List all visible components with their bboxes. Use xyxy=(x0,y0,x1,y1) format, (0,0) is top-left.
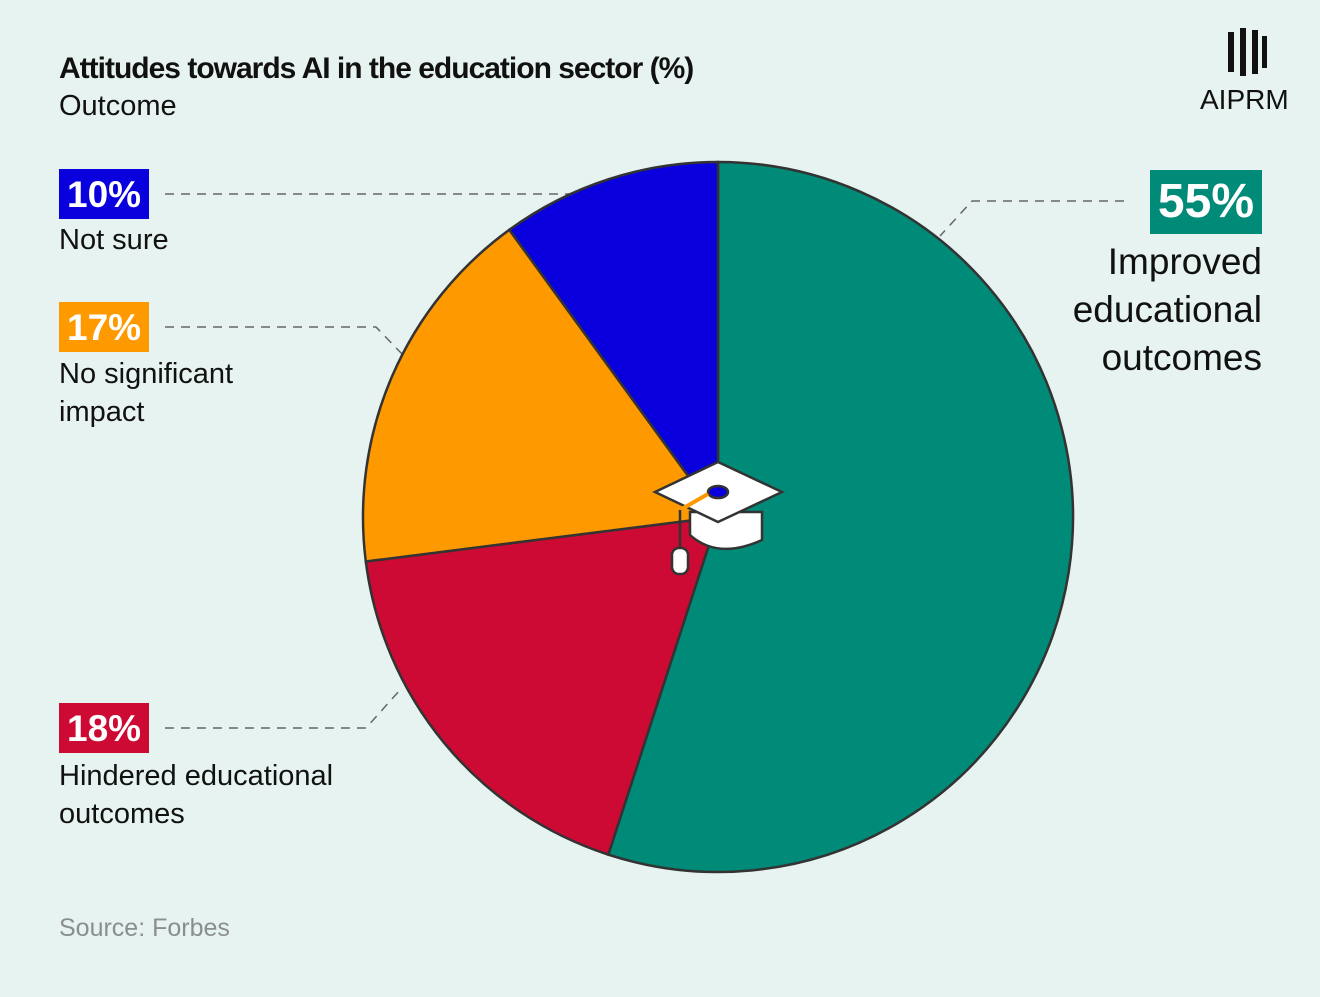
value-label: 18% xyxy=(59,703,150,753)
chart-title: Attitudes towards AI in the education se… xyxy=(59,52,694,85)
category-label: No significant impact xyxy=(59,358,234,428)
category-label: Improved educational outcomes xyxy=(1072,241,1262,379)
category-label: Not sure xyxy=(59,224,169,256)
logo-icon xyxy=(1228,28,1267,76)
value-label: 55% xyxy=(1149,170,1262,234)
category-label: Hindered educational outcomes xyxy=(59,760,334,830)
value-label: 17% xyxy=(59,302,150,352)
pie-slice xyxy=(361,228,721,563)
pie-slice xyxy=(507,160,720,521)
chart-subtitle: Outcome xyxy=(59,90,177,122)
center-icon xyxy=(652,460,785,576)
pie-slice xyxy=(364,515,720,857)
leader-lines xyxy=(165,193,1124,729)
value-label: 10% xyxy=(59,169,150,219)
pie-slice xyxy=(606,160,1075,874)
logo: AIPRM xyxy=(1200,84,1289,115)
source-note: Source: Forbes xyxy=(59,914,230,942)
